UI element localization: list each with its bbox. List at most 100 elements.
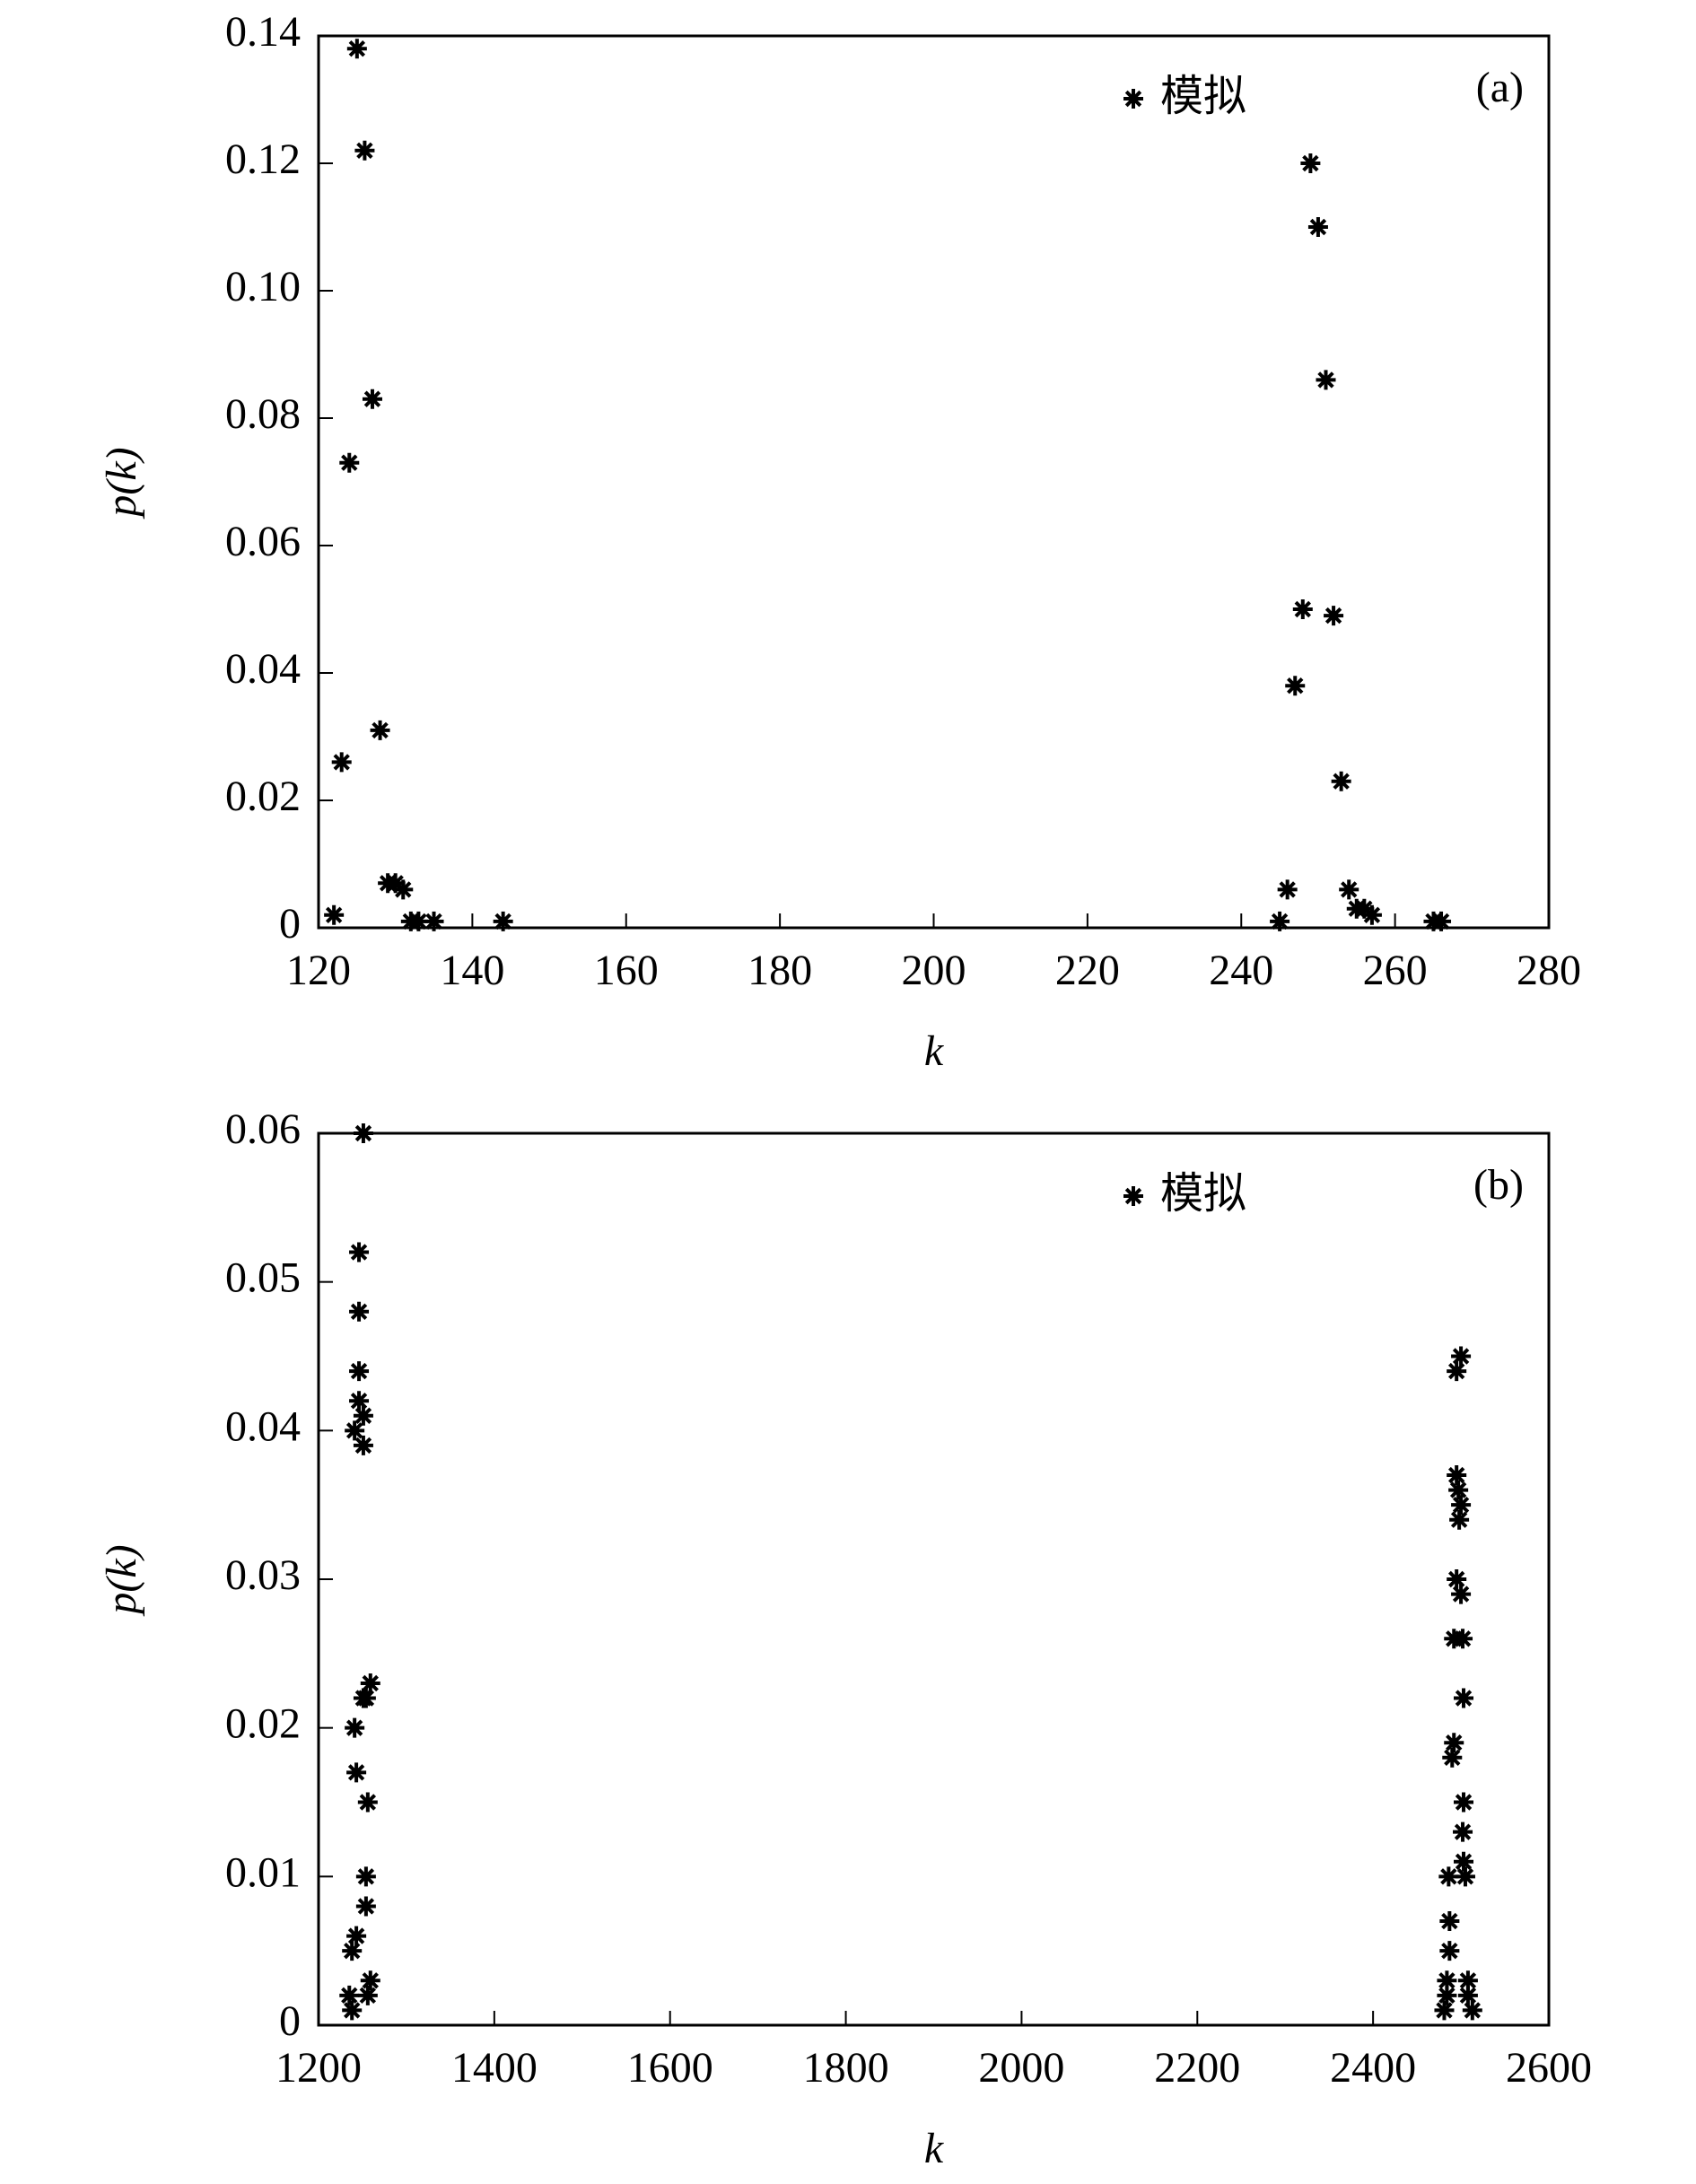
point — [1447, 1361, 1467, 1382]
point — [353, 1123, 373, 1143]
point — [362, 389, 382, 409]
y-tick-label: 0.10 — [225, 263, 301, 310]
point — [1439, 1911, 1460, 1932]
x-tick-label: 2600 — [1506, 2044, 1592, 2092]
y-tick-label: 0.06 — [225, 518, 301, 565]
point — [345, 1420, 365, 1441]
x-tick-label: 220 — [1055, 947, 1120, 994]
x-tick-label: 140 — [440, 947, 504, 994]
point — [349, 1301, 370, 1322]
point — [324, 904, 345, 925]
point — [360, 1970, 380, 1991]
point — [370, 720, 390, 740]
point — [1277, 879, 1298, 900]
point — [355, 1896, 376, 1917]
point — [1451, 1346, 1472, 1367]
y-tick-label: 0.01 — [225, 1848, 301, 1896]
x-tick-label: 200 — [902, 947, 966, 994]
x-tick-label: 120 — [286, 947, 351, 994]
y-tick-label: 0.02 — [225, 1700, 301, 1748]
point — [385, 873, 406, 894]
point — [1270, 911, 1290, 931]
y-tick-label: 0.12 — [225, 135, 301, 183]
point — [1462, 2000, 1482, 2021]
x-tick-label: 260 — [1363, 947, 1428, 994]
panel-label: (a) — [1476, 64, 1524, 111]
x-tick-label: 2400 — [1330, 2044, 1416, 2092]
point — [357, 1985, 378, 2005]
point — [1431, 911, 1452, 931]
point — [1447, 1569, 1467, 1589]
point — [393, 879, 414, 900]
point — [1451, 1584, 1472, 1604]
point — [1324, 606, 1344, 626]
x-tick-label: 240 — [1209, 947, 1273, 994]
point — [342, 1941, 363, 1961]
point — [1454, 1792, 1474, 1813]
y-tick-label: 0 — [279, 900, 301, 948]
point — [1457, 1985, 1478, 2005]
point — [339, 1985, 360, 2005]
point — [357, 1792, 378, 1813]
point — [1339, 879, 1359, 900]
point — [1316, 370, 1336, 390]
point — [349, 1242, 370, 1262]
point — [1455, 1866, 1475, 1887]
y-tick-label: 0.05 — [225, 1254, 301, 1302]
series — [324, 39, 1452, 931]
legend-marker — [1123, 89, 1143, 109]
legend-label: 模拟 — [1160, 71, 1246, 121]
point — [353, 1435, 373, 1455]
point — [349, 1391, 370, 1411]
point — [1454, 1688, 1474, 1708]
point — [1439, 1941, 1460, 1961]
point — [346, 1926, 367, 1946]
point — [1307, 217, 1328, 237]
y-tick-label: 0.06 — [225, 1105, 301, 1153]
point — [1448, 1480, 1469, 1500]
point — [360, 1673, 380, 1693]
point — [353, 1405, 373, 1426]
legend-marker — [1123, 1186, 1143, 1206]
point — [345, 1717, 365, 1738]
x-tick-label: 1200 — [275, 2044, 362, 2092]
point — [1453, 1821, 1473, 1842]
point — [1457, 1970, 1478, 1991]
x-tick-label: 2200 — [1154, 2044, 1240, 2092]
x-tick-label: 180 — [747, 947, 812, 994]
point — [331, 752, 352, 773]
x-axis-label: k — [924, 2125, 945, 2172]
point — [1437, 1985, 1457, 2005]
point — [1449, 1509, 1470, 1530]
point — [349, 1361, 370, 1382]
x-tick-label: 1800 — [803, 2044, 889, 2092]
point — [1454, 1851, 1474, 1872]
point — [1300, 153, 1321, 173]
y-axis-label: p(k) — [98, 447, 145, 519]
y-tick-label: 0.03 — [225, 1551, 301, 1599]
point — [1447, 1465, 1467, 1486]
point — [1453, 1629, 1473, 1649]
point — [1442, 1747, 1463, 1768]
point — [1331, 771, 1351, 791]
y-tick-label: 0.02 — [225, 773, 301, 820]
point — [1434, 2000, 1455, 2021]
point — [493, 911, 513, 931]
y-tick-label: 0.14 — [225, 8, 301, 56]
point — [346, 1762, 367, 1783]
point — [1361, 904, 1382, 925]
x-tick-label: 2000 — [978, 2044, 1064, 2092]
x-tick-label: 1400 — [451, 2044, 538, 2092]
point — [346, 39, 367, 59]
point — [355, 1866, 376, 1887]
y-tick-label: 0.08 — [225, 390, 301, 438]
point — [1292, 599, 1313, 619]
point — [353, 1688, 373, 1708]
point — [1285, 676, 1306, 696]
point — [424, 911, 444, 931]
point — [1354, 898, 1375, 919]
legend-label: 模拟 — [1160, 1168, 1246, 1219]
point — [354, 140, 375, 161]
